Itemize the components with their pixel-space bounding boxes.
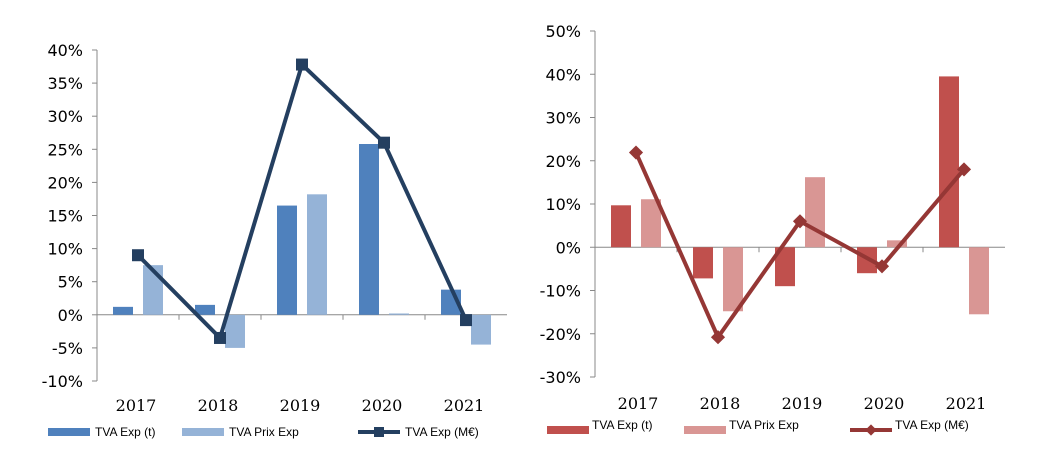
x-tick-label: 2019 (782, 394, 823, 413)
y-tick-label: 20% (47, 173, 83, 192)
bar-tva-prix-exp (887, 240, 907, 248)
bar-tva-exp-t- (277, 205, 297, 315)
y-tick-label: 30% (47, 107, 83, 126)
legend-label: TVA Exp (t) (592, 418, 652, 432)
line-point (132, 249, 144, 262)
legend-swatch (182, 428, 224, 436)
y-tick-label: 10% (47, 240, 83, 259)
y-tick-label: 35% (47, 74, 83, 93)
x-tick-label: 2020 (362, 396, 403, 415)
line-point (874, 259, 890, 274)
line-point (378, 136, 390, 149)
line-point (214, 331, 226, 344)
x-tick-label: 2018 (198, 396, 239, 415)
x-tick-label: 2018 (700, 394, 741, 413)
line-point (628, 145, 644, 160)
y-tick-label: -30% (540, 368, 581, 387)
bar-tva-exp-t- (775, 247, 795, 287)
legend-label: TVA Prix Exp (729, 418, 799, 432)
bar-tva-prix-exp (471, 314, 491, 345)
y-tick-label: 40% (545, 65, 581, 84)
y-tick-label: 10% (545, 195, 581, 214)
x-tick-label: 2017 (116, 396, 157, 415)
y-tick-label: 40% (47, 41, 83, 60)
bar-tva-prix-exp (641, 199, 661, 248)
y-tick-label: 30% (545, 109, 581, 128)
y-tick-label: 0% (58, 306, 83, 325)
legend-swatch (547, 426, 589, 434)
bar-tva-exp-t- (939, 76, 959, 248)
y-tick-label: -20% (540, 325, 581, 344)
legend-marker (374, 427, 384, 437)
line-series (634, 151, 966, 342)
legend-marker (865, 424, 877, 436)
bar-tva-exp-t- (359, 144, 379, 315)
chart-1: 40% 35% 30% 25% 20% 15% 10% 5% 0% -5% -10% 2017 2018… (42, 41, 507, 439)
y-tick-label: 20% (545, 152, 581, 171)
bar-tva-exp-t- (113, 306, 133, 315)
legend-swatch (684, 426, 726, 434)
x-tick-label: 2021 (946, 394, 987, 413)
x-tick-label: 2021 (444, 396, 485, 415)
bar-tva-prix-exp (389, 313, 409, 315)
bar-tva-prix-exp (805, 177, 825, 248)
y-tick-label: 15% (47, 207, 83, 226)
y-tick-label: 25% (47, 140, 83, 159)
chart-2: 50% 40% 30% 20% 10% 0% -10% -20% -30% 2017 2018 201… (540, 22, 1005, 436)
bar-tva-prix-exp (307, 194, 327, 315)
bar-tva-exp-t- (195, 304, 215, 315)
y-tick-label: 50% (545, 22, 581, 41)
legend-label: TVA Exp (t) (95, 425, 155, 439)
y-tick-label: -10% (42, 372, 83, 391)
legend-label: TVA Exp (M€) (405, 425, 479, 439)
line-point (792, 214, 808, 229)
line-series (136, 60, 468, 342)
line-point (710, 330, 726, 345)
y-tick-label: -5% (52, 339, 83, 358)
y-tick-label: 5% (58, 273, 83, 292)
bar-tva-prix-exp (225, 314, 245, 348)
line-point (296, 58, 308, 71)
x-tick-label: 2020 (864, 394, 905, 413)
legend-label: TVA Exp (M€) (895, 418, 969, 432)
x-tick-label: 2019 (280, 396, 321, 415)
line-point (460, 314, 472, 327)
x-tick-label: 2017 (618, 394, 659, 413)
line-point (956, 162, 972, 177)
y-tick-label: -10% (540, 282, 581, 301)
bar-tva-prix-exp (723, 247, 743, 312)
bar-tva-prix-exp (969, 247, 989, 315)
legend-label: TVA Prix Exp (229, 425, 299, 439)
y-tick-label: 0% (556, 238, 581, 257)
legend-swatch (48, 428, 90, 436)
bar-tva-exp-t- (693, 247, 713, 279)
bar-tva-exp-t- (611, 205, 631, 248)
